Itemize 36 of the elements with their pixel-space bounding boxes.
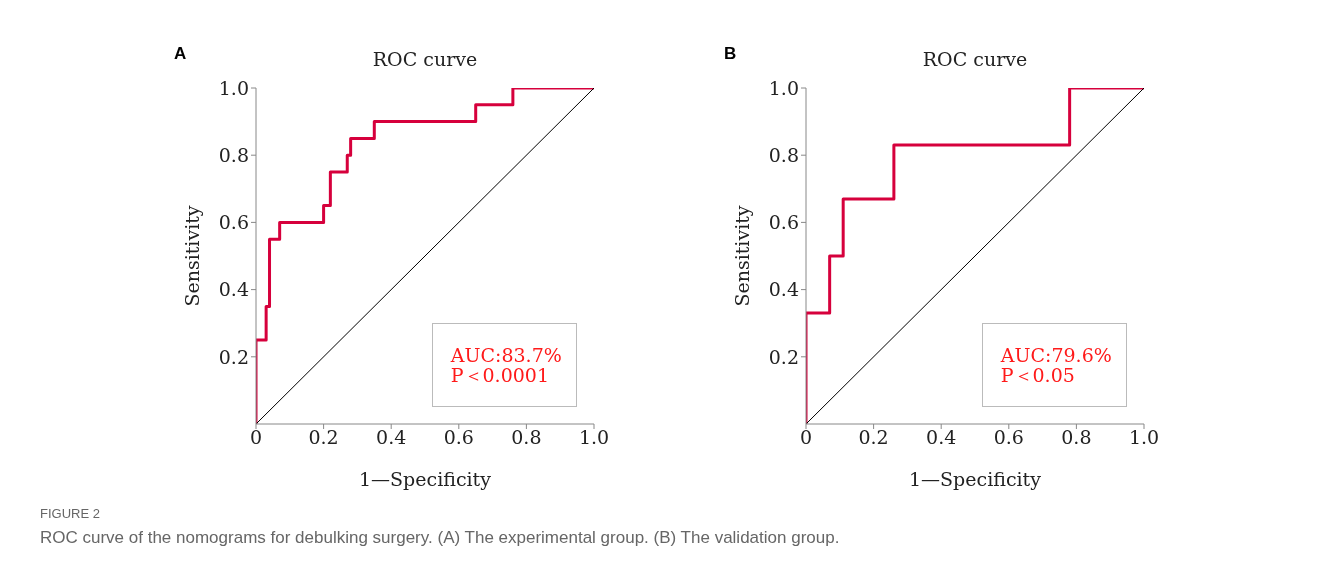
annotation: P＜0.0001 — [450, 364, 550, 387]
x-tick-label: 1.0 — [1128, 426, 1160, 449]
chart-title: ROC curve — [922, 48, 1028, 70]
caption: FIGURE 2 — [40, 506, 100, 521]
x-tick-label: 0.8 — [1061, 426, 1092, 449]
y-tick-label: 1.0 — [218, 76, 249, 99]
y-tick-label: 0.6 — [218, 211, 249, 234]
x-tick-label: 0.4 — [376, 426, 407, 449]
y-tick-label: 0.2 — [218, 345, 249, 368]
x-tick-label: 0 — [799, 426, 813, 449]
x-tick-label: 0.2 — [308, 426, 339, 449]
annotation: AUC:83.7% — [450, 344, 563, 367]
y-tick-label: 0.4 — [218, 278, 249, 301]
y-axis-title: Sensitivity — [181, 205, 203, 307]
y-tick-label: 1.0 — [768, 76, 799, 99]
y-tick-label: 0.4 — [768, 278, 799, 301]
y-tick-label: 0.8 — [768, 143, 799, 166]
x-axis-title: 1—Specificity — [359, 468, 492, 490]
y-tick-label: 0.6 — [768, 211, 799, 234]
x-tick-label: 1.0 — [578, 426, 610, 449]
annotation: P＜0.05 — [1000, 364, 1076, 387]
x-axis-title: 1—Specificity — [909, 468, 1042, 490]
y-tick-label: 0.2 — [768, 345, 799, 368]
text: ROC curve of the nomograms for debulking surgery. (A) The experimental group. (B) The validation group. — [40, 528, 840, 548]
y-axis-title: Sensitivity — [731, 205, 753, 307]
annotation: AUC:79.6% — [1000, 344, 1113, 367]
x-tick-label: 0.6 — [443, 426, 474, 449]
text: A — [174, 44, 187, 64]
x-tick-label: 0.4 — [926, 426, 957, 449]
x-tick-label: 0.2 — [858, 426, 889, 449]
x-tick-label: 0.8 — [511, 426, 542, 449]
text: B — [724, 44, 737, 64]
x-tick-label: 0.6 — [993, 426, 1024, 449]
x-tick-label: 0 — [249, 426, 263, 449]
y-tick-label: 0.8 — [218, 143, 249, 166]
chart-title: ROC curve — [372, 48, 478, 70]
